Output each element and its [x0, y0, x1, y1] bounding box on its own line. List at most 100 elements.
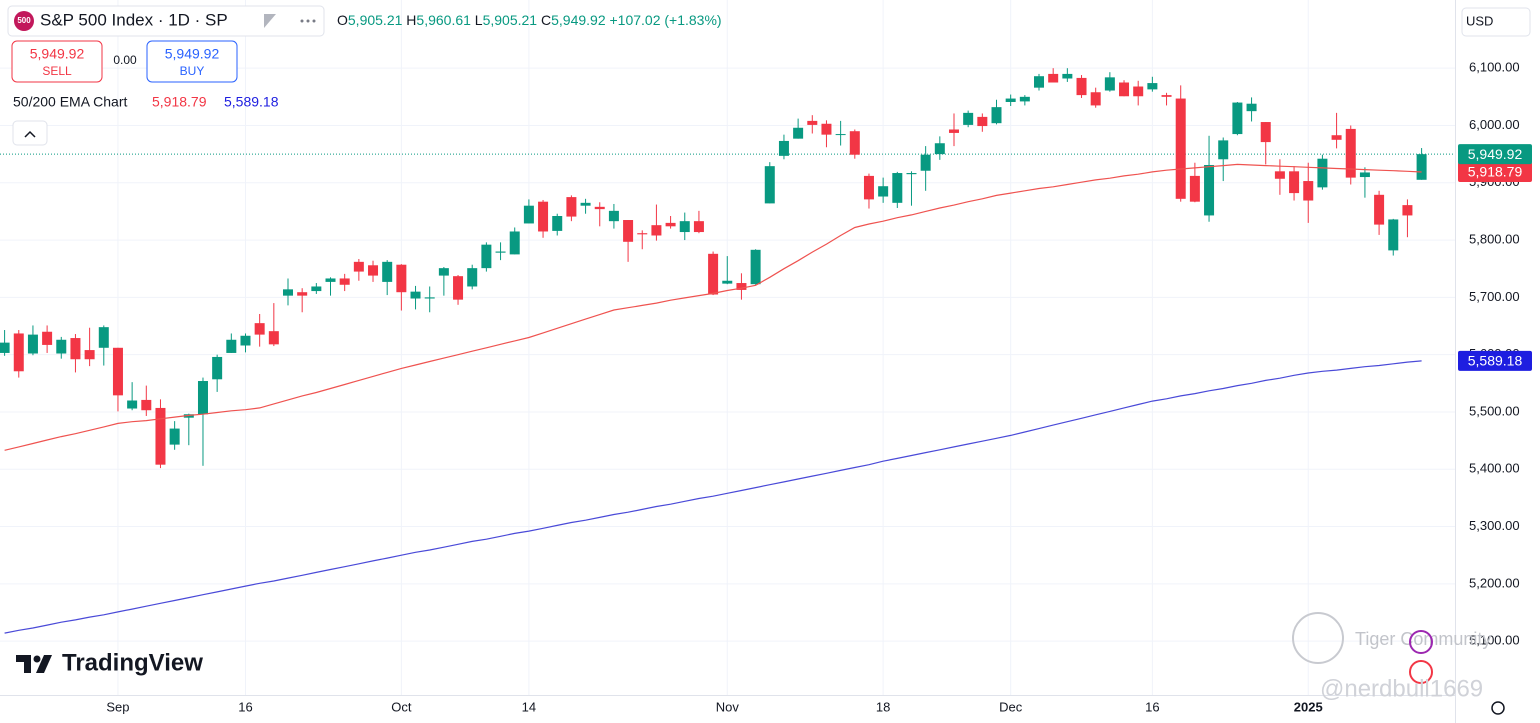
candle-body	[1005, 98, 1016, 102]
y-tick-label: 5,100.00	[1469, 633, 1520, 648]
x-tick-label: 14	[522, 699, 536, 714]
y-tick-label: 5,800.00	[1469, 232, 1520, 247]
candle-body	[169, 428, 180, 445]
overlay: 500 S&P 500 Index · 1D · SP O5,905.21 H5…	[7, 5, 1531, 715]
candle-body	[240, 335, 251, 346]
candle-body	[750, 249, 761, 285]
candle-body	[1218, 140, 1229, 160]
chevron-icon	[24, 130, 36, 138]
buy-label: BUY	[180, 64, 205, 78]
candle-body	[396, 264, 407, 293]
candle-body	[538, 201, 549, 232]
currency-button[interactable]	[1461, 7, 1531, 37]
spread: 0.00	[113, 53, 137, 67]
candle-body	[963, 112, 974, 125]
price-tag-label: 5,918.79	[1468, 164, 1523, 180]
price-tag	[1458, 162, 1532, 183]
indicator-name: 50/200 EMA Chart	[13, 94, 128, 110]
candle-body	[1062, 73, 1073, 79]
candle-body	[863, 175, 874, 200]
candle-body	[1019, 96, 1030, 102]
candle-body	[1303, 181, 1314, 201]
candle-body	[1034, 76, 1045, 88]
candle-body	[552, 216, 563, 231]
x-tick-label: 2025	[1294, 699, 1323, 714]
candle-body	[1402, 205, 1413, 216]
candle-body	[920, 154, 931, 171]
x-tick-label: Oct	[391, 699, 412, 714]
candle-body	[608, 210, 619, 222]
candle-body	[821, 123, 832, 135]
candle-body	[1274, 171, 1285, 179]
candle-body	[283, 289, 293, 296]
candle-body	[523, 205, 534, 224]
candle-body	[382, 261, 393, 282]
badge-icon	[1409, 630, 1433, 654]
ohlc-letter: L	[475, 12, 483, 28]
candle-body	[849, 131, 860, 155]
candle-body	[1374, 194, 1385, 225]
candle-body	[1232, 102, 1243, 135]
candle-body	[438, 268, 449, 276]
settings-icon[interactable]	[1491, 701, 1505, 715]
candle-body	[1246, 103, 1257, 112]
candle-body	[1317, 158, 1328, 188]
candle-body	[311, 286, 322, 292]
candle-body	[948, 129, 959, 133]
sell-label: SELL	[42, 64, 72, 78]
symbol-icon	[14, 11, 34, 31]
candle-body	[1359, 172, 1370, 178]
ohlc-change: +107.02 (+1.83%)	[610, 12, 722, 28]
candle-body	[410, 291, 421, 299]
ohlc-value: 5,905.21	[348, 12, 403, 28]
handle: @nerdbull1669	[1320, 675, 1483, 702]
watermark-icon	[1292, 612, 1344, 664]
price-tag	[1458, 350, 1532, 371]
candle-body	[467, 268, 478, 287]
candle-body	[934, 143, 945, 155]
tv-logo: TradingView	[62, 649, 203, 676]
y-tick-label: 5,200.00	[1469, 575, 1520, 590]
candle-body	[1119, 82, 1130, 97]
candle-body	[594, 206, 605, 210]
candle-body	[297, 292, 308, 296]
flag-icon[interactable]	[264, 14, 276, 28]
candle-body	[807, 120, 818, 125]
candle-body	[70, 338, 81, 360]
candle-body	[665, 222, 676, 227]
x-tick-label: Sep	[106, 699, 129, 714]
candle-body	[98, 327, 109, 348]
candle-body	[1147, 83, 1158, 90]
y-tick-label: 5,300.00	[1469, 518, 1520, 533]
candle-body	[793, 127, 804, 139]
candle-body	[495, 251, 506, 253]
candle-body	[1161, 95, 1172, 97]
candle-body	[1289, 171, 1300, 194]
ohlc-value: 5,905.21	[483, 12, 538, 28]
indicator-value: 5,589.18	[224, 94, 279, 110]
y-tick-label: 5,700.00	[1469, 289, 1520, 304]
x-tick-label: 16	[1145, 699, 1159, 714]
candle-body	[325, 278, 336, 282]
ema-line	[4, 360, 1422, 634]
candle-body	[878, 186, 889, 197]
more-icon[interactable]	[300, 19, 316, 23]
buy-button[interactable]	[146, 40, 238, 83]
ohlc-legend: O5,905.21 H5,960.61 L5,905.21 C5,949.92 …	[337, 12, 722, 28]
candle-body	[1204, 165, 1215, 216]
candle-body	[453, 276, 464, 300]
symbol-icon-text: 500	[17, 16, 31, 25]
candle-body	[42, 331, 53, 345]
symbol-pill[interactable]	[7, 5, 325, 37]
candle-body	[197, 381, 208, 415]
sell-button[interactable]	[11, 40, 103, 83]
candle-body	[0, 342, 10, 353]
candle-body	[212, 356, 223, 380]
buy-price: 5,949.92	[165, 46, 220, 62]
candle-body	[1189, 175, 1200, 202]
candle-body	[353, 261, 364, 272]
candle-body	[906, 173, 917, 175]
candle-body	[56, 339, 67, 354]
currency: USD	[1466, 13, 1493, 28]
